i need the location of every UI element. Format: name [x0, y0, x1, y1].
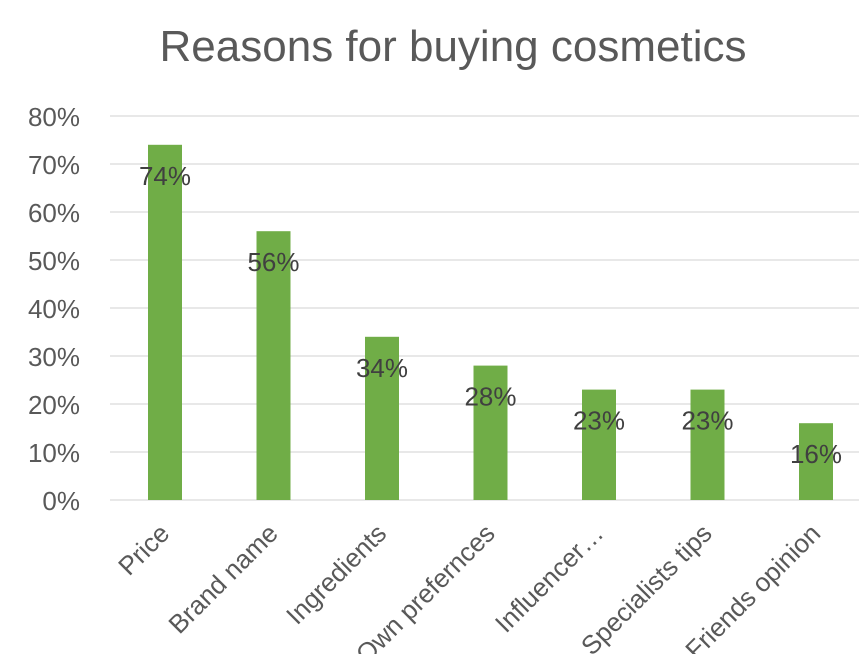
y-tick-label: 80% — [28, 102, 80, 132]
y-tick-label: 10% — [28, 438, 80, 468]
bar — [582, 389, 616, 500]
bar — [690, 389, 725, 500]
data-label: 28% — [464, 382, 516, 412]
chart-title: Reasons for buying cosmetics — [159, 22, 747, 71]
data-label: 34% — [356, 353, 408, 383]
bar — [148, 144, 182, 501]
bar — [799, 423, 833, 500]
bar — [473, 365, 508, 500]
y-tick-label: 40% — [28, 294, 80, 324]
x-tick-label: Ingredients — [280, 518, 392, 630]
bar — [256, 231, 291, 500]
x-tick-label: Price — [112, 518, 175, 581]
data-label: 23% — [681, 406, 733, 436]
y-tick-label: 20% — [28, 390, 80, 420]
y-tick-label: 50% — [28, 246, 80, 276]
data-label: 56% — [247, 247, 299, 277]
y-tick-label: 70% — [28, 150, 80, 180]
y-tick-label: 0% — [42, 486, 80, 516]
data-label: 16% — [790, 439, 842, 469]
data-label: 74% — [139, 161, 191, 191]
x-tick-label: Influencer… — [489, 518, 609, 638]
y-tick-label: 60% — [28, 198, 80, 228]
data-label: 23% — [573, 406, 625, 436]
x-tick-label: Brand name — [162, 518, 283, 639]
y-tick-label: 30% — [28, 342, 80, 372]
bar — [365, 336, 399, 500]
